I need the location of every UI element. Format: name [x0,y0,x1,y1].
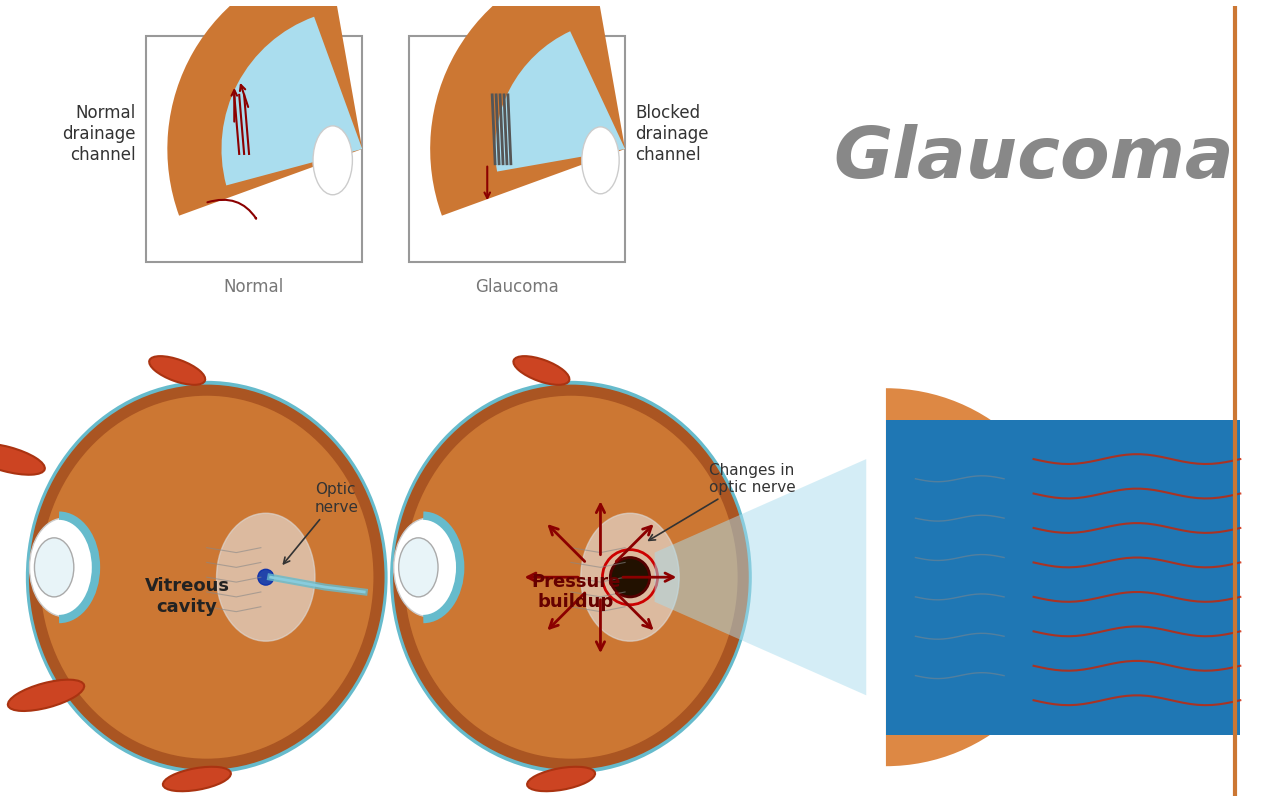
Ellipse shape [581,127,620,194]
Text: Normal: Normal [224,277,284,296]
Ellipse shape [314,126,352,195]
Wedge shape [495,31,625,172]
Text: Blocked
drainage
channel: Blocked drainage channel [635,104,708,164]
Text: Normal
drainage
channel: Normal drainage channel [63,104,136,164]
Ellipse shape [398,538,438,597]
Text: Glaucoma: Glaucoma [833,124,1234,193]
Wedge shape [430,0,625,216]
Bar [886,419,1240,735]
Wedge shape [886,388,1075,766]
Ellipse shape [216,513,315,641]
Ellipse shape [394,518,462,617]
Bar [886,419,1240,735]
Wedge shape [221,17,362,185]
Text: Pressure
buildup: Pressure buildup [531,573,621,611]
FancyArrowPatch shape [207,200,256,218]
Bar [965,518,1014,636]
Bar [886,629,1240,646]
Bar [915,419,1240,735]
Ellipse shape [163,767,230,792]
Wedge shape [168,0,362,216]
Ellipse shape [29,518,99,617]
Circle shape [611,557,650,597]
Ellipse shape [0,444,45,475]
Ellipse shape [390,381,751,774]
Ellipse shape [150,356,205,385]
Bar [969,577,1009,585]
Circle shape [257,569,274,585]
Ellipse shape [513,356,570,385]
Bar [146,36,362,262]
Text: Vitreous
cavity: Vitreous cavity [145,577,229,616]
Ellipse shape [35,390,379,764]
Bar [886,510,1240,528]
Text: Glaucoma: Glaucoma [475,277,558,296]
Text: Optic
nerve: Optic nerve [283,482,358,564]
Bar [408,36,625,262]
Ellipse shape [398,390,744,764]
Ellipse shape [527,767,595,792]
Bar [969,626,1009,634]
Ellipse shape [8,679,84,711]
Text: Changes in
optic nerve: Changes in optic nerve [649,463,795,541]
Polygon shape [654,459,867,695]
Ellipse shape [35,538,74,597]
Ellipse shape [26,381,388,774]
Bar [969,528,1009,536]
Ellipse shape [581,513,680,641]
